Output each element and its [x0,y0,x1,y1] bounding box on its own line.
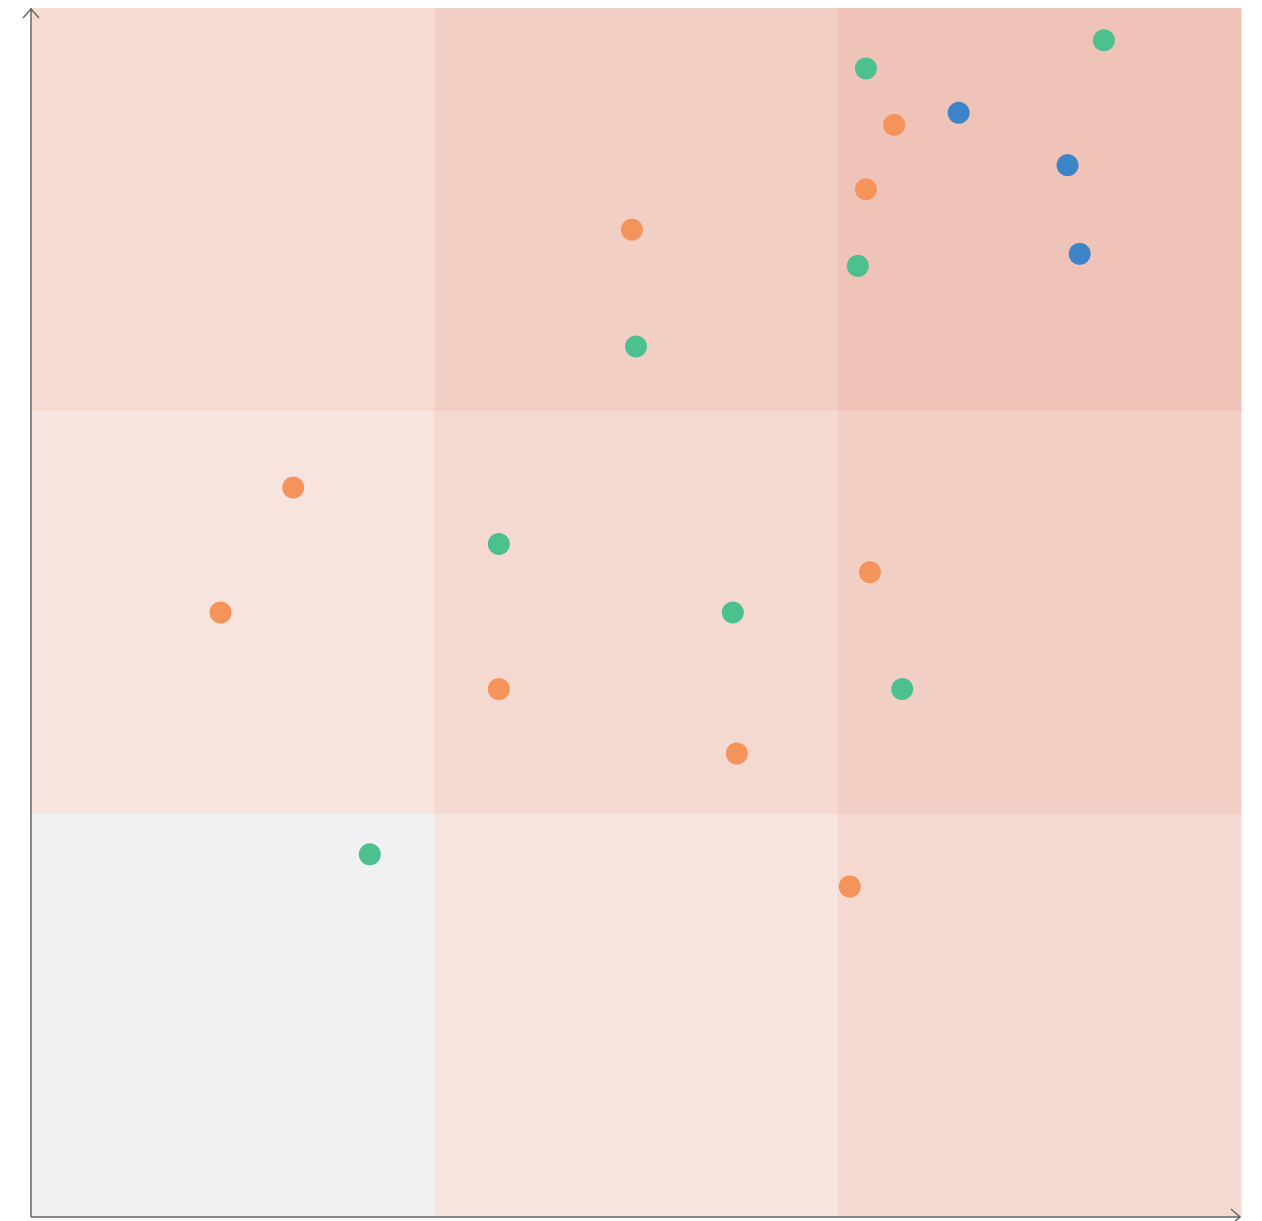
points [209,29,1115,898]
point [358,843,381,866]
point [487,532,510,555]
matrix-cells [31,8,1242,1218]
point [846,254,869,277]
axes [22,7,1242,1221]
point [854,57,877,80]
point [721,601,744,624]
point [854,178,877,201]
matrix-cell [434,814,839,1218]
point [625,335,647,358]
point [725,742,748,765]
point [1068,242,1091,265]
matrix-cell [434,411,839,815]
point [891,678,914,701]
y-axis-arrow [22,7,40,19]
matrix-cell [31,8,435,412]
point [1092,29,1115,52]
matrix-cell [837,814,1242,1218]
point [209,601,232,624]
point [1056,154,1079,177]
matrix-cell [31,411,435,815]
matrix-cell [837,411,1242,815]
point [620,218,643,241]
point [947,101,970,124]
x-axis-arrow [1230,1208,1242,1221]
matrix-cell [31,814,435,1218]
point [838,875,861,898]
matrix-cell [837,8,1242,412]
point [487,678,510,701]
point [858,561,881,584]
point [282,476,305,499]
point [883,113,906,136]
